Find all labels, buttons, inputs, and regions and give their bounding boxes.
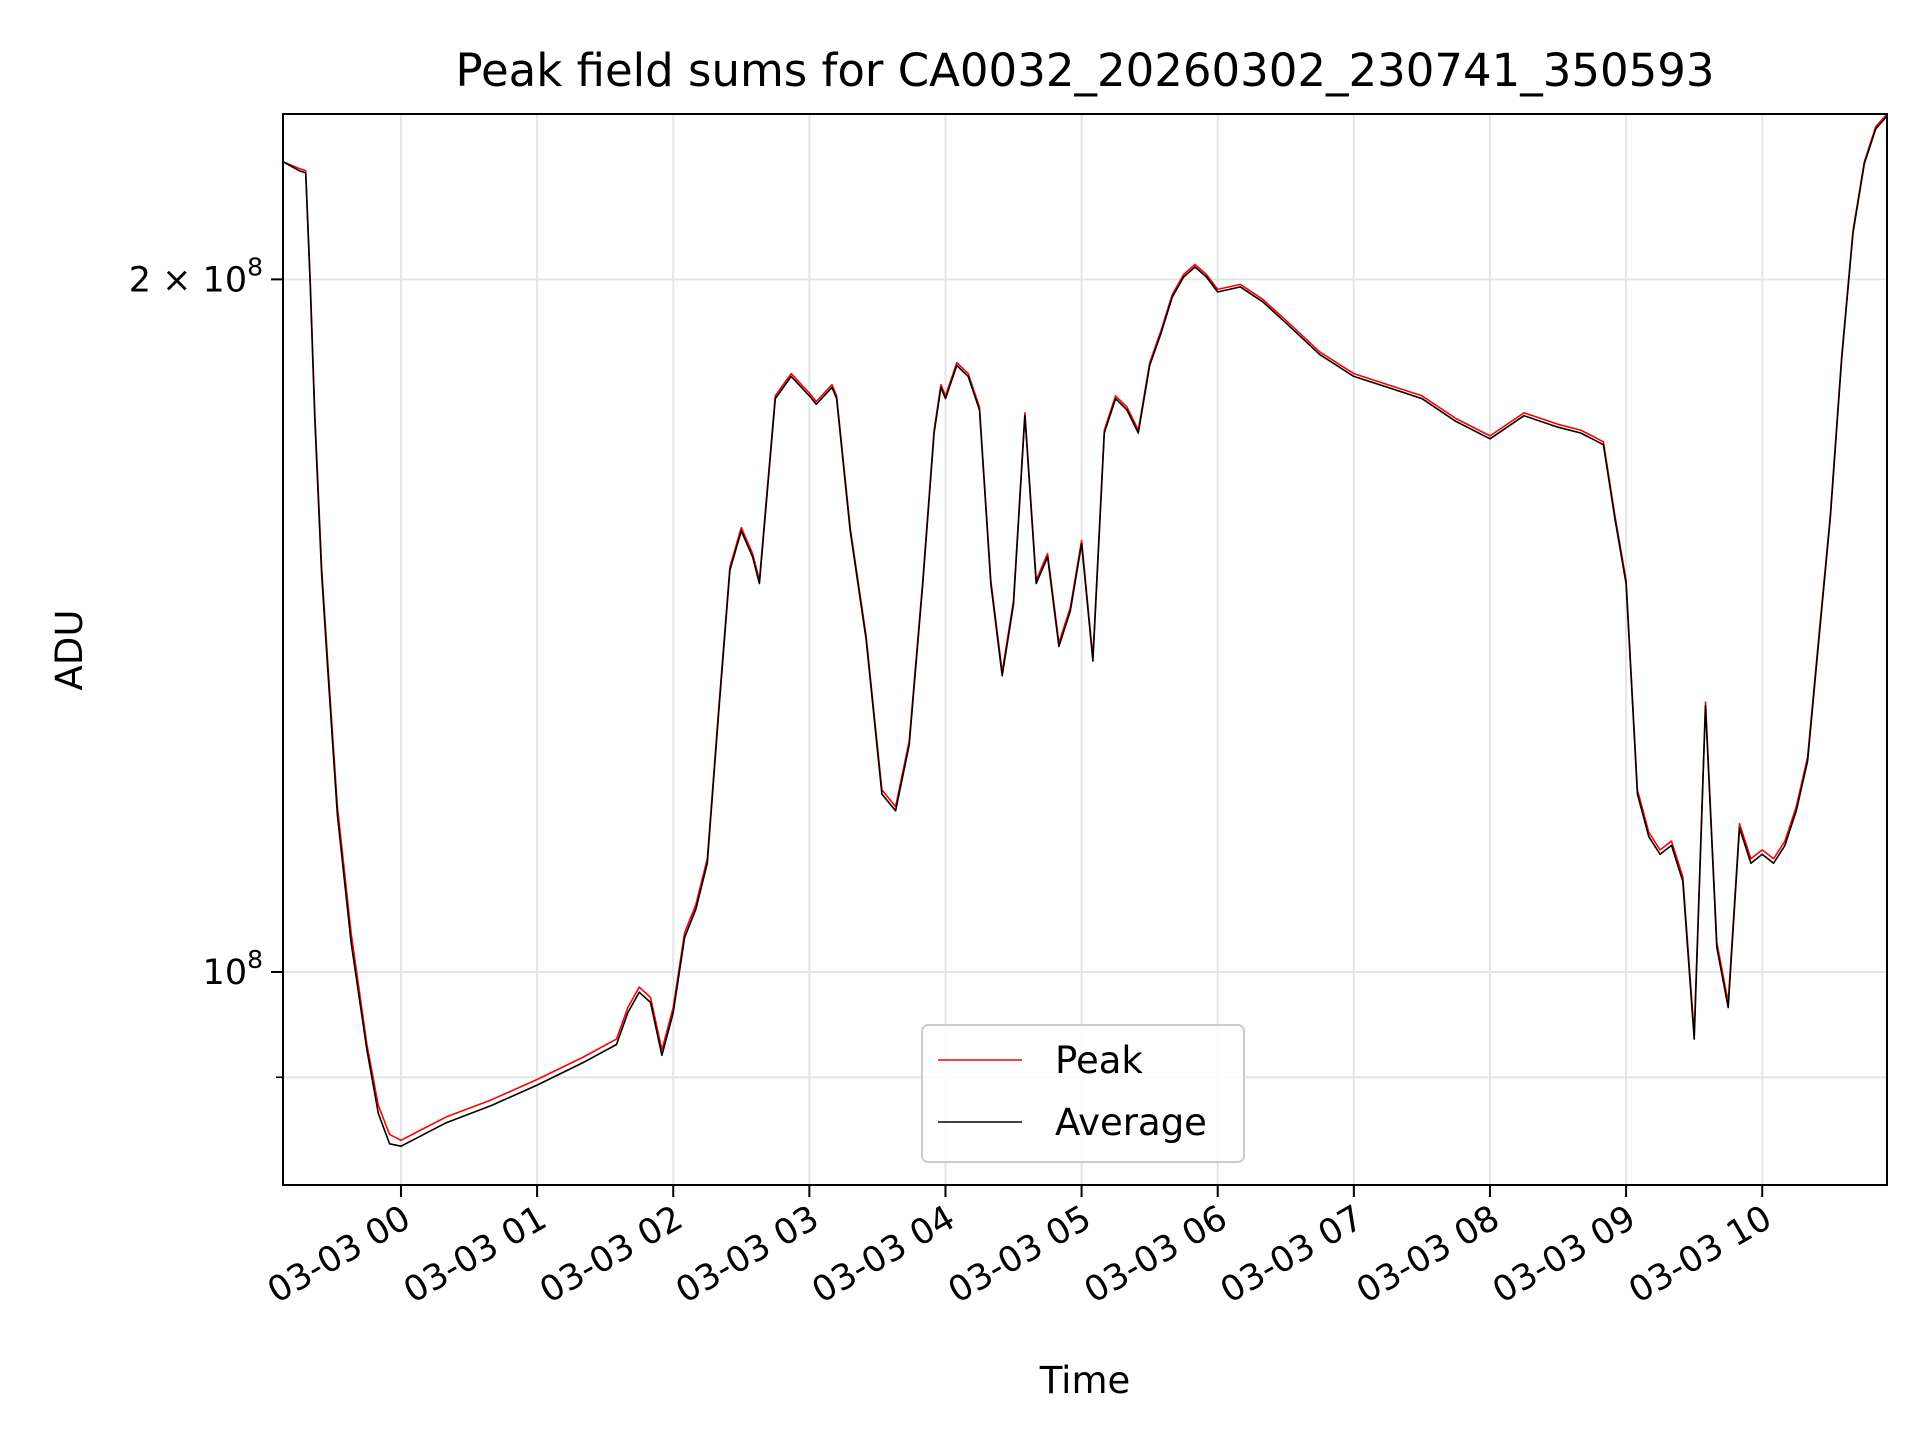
series-line-peak	[282, 113, 1888, 1142]
plot-area-frame	[282, 113, 1888, 1186]
y-tick-label-exponent: 8	[247, 252, 263, 281]
y-tick-label: 2 × 108	[129, 252, 263, 300]
y-tick-label-exponent: 8	[247, 945, 263, 974]
legend-label-average: Average	[1055, 1101, 1207, 1144]
y-tick-label-mantissa: 10	[203, 953, 248, 993]
y-axis-label: ADU	[48, 610, 91, 691]
series-lines	[282, 113, 1888, 1147]
y-tick-label-mantissa: 2 × 10	[129, 260, 247, 300]
series-line-average	[282, 115, 1888, 1147]
legend: Peak Average	[921, 1024, 1245, 1163]
chart-title: Peak field sums for CA0032_20260302_2307…	[455, 44, 1714, 97]
x-axis-label: Time	[1039, 1359, 1131, 1402]
legend-label-peak: Peak	[1055, 1039, 1143, 1082]
y-tick-label: 108	[203, 945, 263, 993]
